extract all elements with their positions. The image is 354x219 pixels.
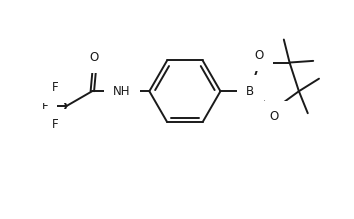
Text: O: O — [90, 51, 99, 64]
Text: F: F — [52, 118, 59, 131]
Text: O: O — [270, 110, 279, 123]
Text: F: F — [52, 81, 59, 94]
Text: B: B — [246, 85, 254, 98]
Text: O: O — [255, 49, 264, 62]
Text: F: F — [41, 100, 48, 113]
Text: NH: NH — [113, 85, 131, 98]
